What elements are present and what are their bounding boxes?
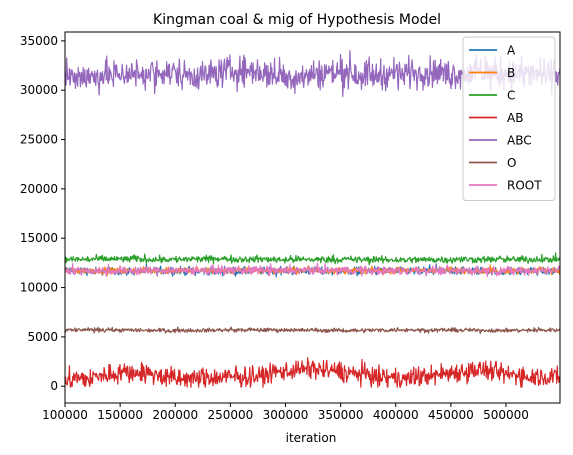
plot-area [64, 31, 561, 404]
y-tick-label: 20000 [20, 182, 58, 196]
y-tick-label: 5000 [27, 330, 58, 344]
y-tick-label: 35000 [20, 34, 58, 48]
x-tick-label: 350000 [318, 408, 364, 422]
legend-box [462, 36, 556, 201]
y-tick-label: 30000 [20, 83, 58, 97]
y-tick-label: 10000 [20, 281, 58, 295]
x-tick-label: 200000 [152, 408, 198, 422]
y-axis: 0 5000 10000 15000 20000 25000 30000 35000 [20, 34, 65, 393]
x-axis: 100000 150000 200000 250000 300000 350000 4000… [42, 403, 529, 422]
series-line-root [64, 262, 561, 278]
x-tick-label: 450000 [428, 408, 474, 422]
x-tick-label: 300000 [263, 408, 309, 422]
legend-label-ab: AB [507, 111, 523, 125]
x-tick-label: 400000 [373, 408, 419, 422]
x-tick-label: 100000 [42, 408, 88, 422]
legend-label-c: C [507, 89, 515, 103]
x-tick-label: 150000 [97, 408, 143, 422]
legend-label-a: A [507, 44, 516, 58]
legend-label-o: O [507, 156, 516, 170]
y-tick-label: 15000 [20, 231, 58, 245]
x-tick-label: 250000 [207, 408, 253, 422]
legend-label-root: ROOT [507, 179, 542, 193]
series-layer [64, 50, 561, 388]
series-line-c [64, 252, 561, 266]
series-line-o [64, 326, 561, 335]
chart-title: Kingman coal & mig of Hypothesis Model [153, 12, 441, 28]
x-tick-label: 500000 [483, 408, 529, 422]
legend-label-b: B [507, 66, 515, 80]
legend-label-abc: ABC [507, 134, 532, 148]
y-tick-label: 25000 [20, 133, 58, 147]
y-tick-label: 0 [50, 379, 58, 393]
x-axis-label: iteration [286, 431, 337, 445]
series-line-ab [64, 357, 561, 388]
